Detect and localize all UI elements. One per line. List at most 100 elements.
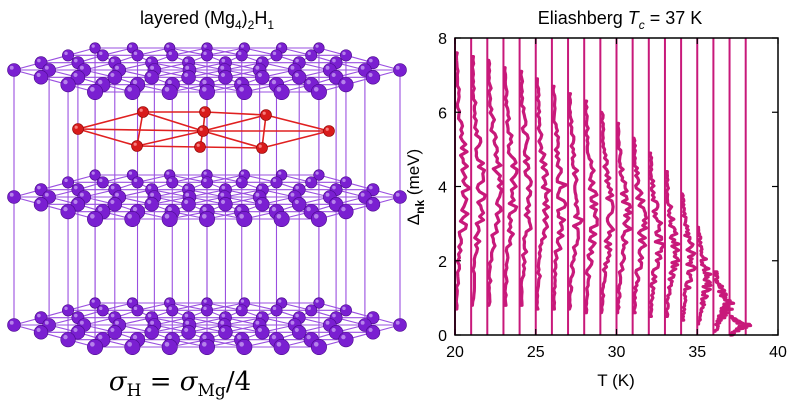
mg-atom (255, 197, 270, 212)
gap-chart: Eliashberg Tc = 37 K 20 25 30 35 40 0 2 4 6 8 T (… (404, 8, 787, 390)
h-atom-highlight (139, 108, 143, 112)
mg-atom-highlight (342, 51, 346, 56)
mg-atom-highlight (147, 199, 152, 204)
mg-atom-highlight (63, 206, 68, 212)
mg-atom-highlight (221, 313, 226, 318)
mg-atom-highlight (164, 341, 170, 347)
y-tick-label: 8 (438, 31, 447, 48)
mg-atom-highlight (203, 171, 207, 175)
mg-atom-highlight (290, 192, 295, 197)
mg-atom-highlight (239, 86, 244, 92)
mg-atom-highlight (238, 306, 242, 311)
h-atom (131, 140, 143, 152)
mg-atom-highlight (220, 320, 225, 325)
mg-atom-highlight (115, 65, 119, 70)
mg-atom-highlight (185, 65, 190, 70)
mg-atom (96, 49, 109, 62)
mg-atom-highlight (147, 72, 152, 77)
mg-atom (310, 84, 327, 101)
mg-atom-highlight (132, 206, 138, 212)
mg-atom-highlight (278, 299, 282, 303)
mg-atom (305, 304, 318, 317)
mg-atom-highlight (185, 320, 190, 325)
mg-atom-highlight (91, 44, 95, 48)
mg-atom (161, 84, 178, 101)
mg-atom-highlight (258, 58, 263, 63)
mg-atom-highlight (203, 178, 207, 183)
mg-atom (87, 211, 104, 228)
h-atom (72, 123, 84, 135)
mg-atom-highlight (90, 86, 95, 92)
mg-atom-highlight (201, 213, 207, 219)
mg-atom-highlight (272, 306, 277, 311)
h-atom-highlight (262, 111, 266, 115)
chart-marks (454, 38, 753, 337)
mg-atom-highlight (272, 178, 277, 183)
mg-atom-highlight (133, 178, 138, 183)
mg-atom-highlight (184, 327, 189, 332)
h-atom (197, 125, 209, 137)
y-tick-label: 0 (438, 328, 447, 345)
mg-atom (33, 197, 49, 212)
h-atom (260, 109, 272, 121)
mg-atom-highlight (128, 171, 133, 175)
gap-distribution (632, 136, 649, 315)
mg-atom-highlight (295, 58, 299, 63)
mg-atom-highlight (98, 206, 103, 212)
mg-atom-highlight (184, 185, 189, 190)
mg-bond (206, 302, 245, 311)
mg-atom-highlight (258, 313, 263, 318)
mg-atom-highlight (73, 58, 78, 63)
h-atom-highlight (199, 127, 203, 131)
mg-atom (273, 338, 290, 355)
mg-atom-highlight (79, 65, 84, 70)
mg-atom-highlight (258, 185, 263, 190)
mg-atom (218, 197, 233, 212)
mg-atom-highlight (315, 171, 319, 175)
mg-atom-highlight (295, 313, 299, 318)
mg-atom-highlight (64, 178, 68, 183)
mg-atom-highlight (360, 192, 365, 197)
mg-atom (124, 338, 141, 355)
mg-atom-highlight (203, 306, 207, 311)
mg-atom (338, 77, 354, 93)
x-axis-label: T (K) (597, 371, 634, 390)
mg-atom-highlight (37, 313, 41, 318)
mg-atom (181, 325, 196, 340)
mg-atom-highlight (332, 58, 336, 63)
mg-atom-highlight (203, 299, 207, 303)
gap-distribution (680, 192, 698, 322)
mg-atom-highlight (313, 341, 319, 347)
mg-atom-highlight (294, 199, 299, 204)
mg-atom (87, 338, 104, 355)
mg-atom-highlight (341, 79, 346, 85)
mg-atom-highlight (168, 51, 172, 56)
mg-atom-highlight (147, 327, 152, 332)
mg-atom (96, 176, 109, 189)
mg-atom (235, 176, 248, 189)
mg-atom-highlight (99, 306, 103, 311)
y-tick-label: 6 (438, 105, 447, 122)
mg-atom-highlight (150, 192, 155, 197)
mg-atom (124, 211, 141, 228)
gap-distribution (503, 66, 519, 307)
mg-atom-highlight (147, 58, 152, 63)
crystal-structure (7, 42, 407, 355)
mg-atom-highlight (360, 65, 365, 70)
h-bond (202, 114, 267, 132)
h-atom-highlight (133, 142, 137, 146)
mg-atom (33, 70, 49, 85)
gap-distribution (616, 121, 633, 315)
gap-distribution (487, 58, 504, 307)
h-bond (136, 145, 201, 148)
mg-atom-highlight (220, 192, 225, 197)
sigma-formula: σH = σMg/4 (109, 367, 251, 400)
gap-distribution (696, 225, 713, 326)
mg-atom-highlight (115, 320, 119, 325)
mg-atom (393, 318, 407, 332)
mg-atom-highlight (307, 178, 311, 183)
mg-atom-highlight (271, 79, 277, 85)
h-atom-highlight (325, 127, 329, 131)
mg-atom-highlight (184, 72, 189, 77)
mg-atom (181, 197, 196, 212)
